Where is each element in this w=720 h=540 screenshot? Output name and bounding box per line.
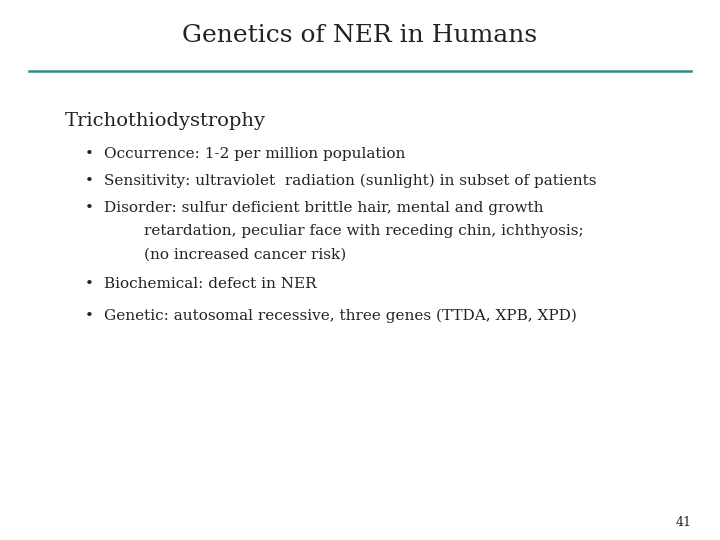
Text: Genetic: autosomal recessive, three genes (TTDA, XPB, XPD): Genetic: autosomal recessive, three gene… [104,309,577,323]
Text: •: • [85,276,94,291]
Text: Trichothiodystrophy: Trichothiodystrophy [65,112,266,131]
Text: Disorder: sulfur deficient brittle hair, mental and growth: Disorder: sulfur deficient brittle hair,… [104,201,544,215]
Text: •: • [85,309,94,323]
Text: (no increased cancer risk): (no increased cancer risk) [144,247,346,261]
Text: 41: 41 [675,516,691,529]
Text: •: • [85,174,94,188]
Text: •: • [85,147,94,161]
Text: Sensitivity: ultraviolet  radiation (sunlight) in subset of patients: Sensitivity: ultraviolet radiation (sunl… [104,174,597,188]
Text: •: • [85,201,94,215]
Text: Biochemical: defect in NER: Biochemical: defect in NER [104,276,317,291]
Text: Occurrence: 1-2 per million population: Occurrence: 1-2 per million population [104,147,406,161]
Text: Genetics of NER in Humans: Genetics of NER in Humans [182,24,538,46]
Text: retardation, peculiar face with receding chin, ichthyosis;: retardation, peculiar face with receding… [144,224,584,238]
